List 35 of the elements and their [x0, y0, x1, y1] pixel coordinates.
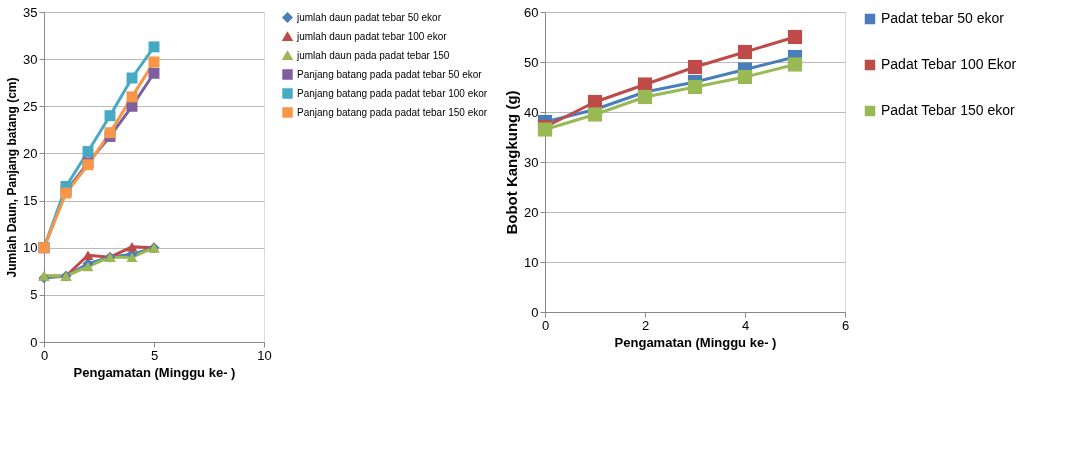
y-axis-title: Jumlah Daun, Panjang batang (cm) [5, 77, 20, 278]
y-tick-label: 20 [23, 145, 38, 161]
legend-label: jumlah daun padat tebar 50 ekor [296, 11, 442, 23]
y-tick-label: 15 [23, 193, 38, 209]
y-tick-label: 10 [524, 254, 539, 270]
y-tick-label: 35 [23, 4, 38, 20]
y-tick-label: 20 [524, 204, 539, 220]
legend-label: Panjang batang pada padat tebar 50 ekor [297, 68, 483, 80]
x-tick-label: 2 [641, 317, 650, 333]
x-tick-label: 4 [741, 317, 750, 333]
legend-label: jumlah daun pada padat tebar 150 [296, 49, 450, 61]
x-tick-label: 0 [40, 347, 49, 363]
y-tick-label: 30 [524, 154, 539, 170]
legend-label: jumlah daun padat tebar 100 ekor [296, 30, 448, 42]
y-tick-label: 10 [23, 240, 38, 256]
y-tick-label: 30 [23, 51, 38, 67]
legend-label: Panjang batang pada padat tebar 100 ekor [297, 87, 488, 99]
x-tick-label: 10 [257, 347, 272, 363]
x-tick-label: 5 [150, 347, 159, 363]
legend-label: Padat tebar 50 ekor [881, 10, 1005, 26]
y-tick-label: 25 [23, 98, 38, 114]
legend-label: Padat Tebar 150 ekor [881, 102, 1015, 118]
x-axis-title: Pengamatan (Minggu ke- ) [73, 364, 236, 380]
y-tick-label: 40 [524, 104, 539, 120]
legend-label: Panjang batang pada padat tebar 150 ekor [297, 106, 488, 118]
legend-label: Padat Tebar 100 Ekor [881, 56, 1017, 72]
y-tick-label: 0 [531, 304, 539, 320]
y-axis-title: Bobot Kangkung (g) [503, 90, 521, 235]
x-tick-label: 6 [841, 317, 850, 333]
y-tick-label: 60 [524, 4, 539, 20]
x-axis-title: Pengamatan (Minggu ke- ) [614, 334, 777, 350]
y-tick-label: 5 [30, 287, 38, 303]
y-tick-label: 50 [524, 54, 539, 70]
x-tick-label: 0 [541, 317, 550, 333]
y-tick-label: 0 [30, 334, 38, 350]
